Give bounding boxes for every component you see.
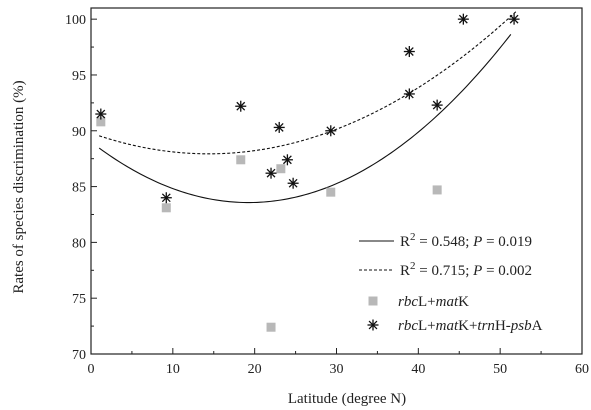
series-1 <box>96 117 442 332</box>
x-tick-label: 10 <box>166 362 180 377</box>
y-tick-label: 95 <box>72 69 86 84</box>
square-point <box>326 187 336 197</box>
square-point <box>161 203 171 213</box>
legend-label: R2 = 0.715; P = 0.002 <box>400 260 532 279</box>
asterisk-point <box>431 99 443 111</box>
legend-label: rbcL+matK+trnH-psbA <box>398 318 543 334</box>
x-tick-label: 40 <box>411 362 425 377</box>
asterisk-point <box>281 154 293 166</box>
asterisk-point <box>273 121 285 133</box>
asterisk-point <box>235 100 247 112</box>
asterisk-point <box>160 192 172 204</box>
y-tick-label: 80 <box>72 236 86 251</box>
legend-asterisk-marker <box>367 319 379 331</box>
asterisk-point <box>95 108 107 120</box>
legend-label: rbcL+matK <box>398 294 469 310</box>
x-axis: 0 10 20 30 40 50 60 <box>88 348 589 377</box>
y-tick-label: 70 <box>72 348 86 363</box>
asterisk-point <box>403 46 415 58</box>
asterisk-point <box>403 88 415 100</box>
asterisk-point <box>325 125 337 137</box>
y-tick-label: 75 <box>72 292 86 307</box>
x-tick-label: 50 <box>493 362 507 377</box>
y-tick-label: 100 <box>65 13 86 28</box>
legend-square-marker <box>368 296 378 306</box>
asterisk-point <box>508 13 520 25</box>
y-axis: 70 75 80 85 90 95 100 <box>65 13 97 363</box>
x-tick-label: 60 <box>575 362 589 377</box>
square-point <box>276 164 286 174</box>
x-axis-label: Latitude (degree N) <box>288 391 406 407</box>
legend: R2 = 0.548; P = 0.019 R2 = 0.715; P = 0.0… <box>359 231 543 334</box>
asterisk-point <box>457 13 469 25</box>
fit-curve-solid <box>98 34 512 204</box>
asterisk-point <box>265 167 277 179</box>
plot-border <box>90 7 583 355</box>
square-point <box>236 155 246 165</box>
fit-curve-dashed <box>99 10 517 155</box>
x-tick-label: 20 <box>248 362 262 377</box>
y-tick-label: 90 <box>72 125 86 140</box>
legend-label: R2 = 0.548; P = 0.019 <box>400 231 532 250</box>
asterisk-point <box>287 177 299 189</box>
square-point <box>266 322 276 332</box>
square-point <box>96 117 106 127</box>
square-point <box>432 185 442 195</box>
series-2 <box>95 13 520 204</box>
x-tick-label: 0 <box>88 362 95 377</box>
y-axis-label: Rates of species discrimination (%) <box>11 80 27 293</box>
y-tick-label: 85 <box>72 181 86 196</box>
x-tick-label: 30 <box>330 362 344 377</box>
fit-curves <box>98 10 517 204</box>
data-points <box>95 13 520 332</box>
plot-frame <box>90 7 583 355</box>
